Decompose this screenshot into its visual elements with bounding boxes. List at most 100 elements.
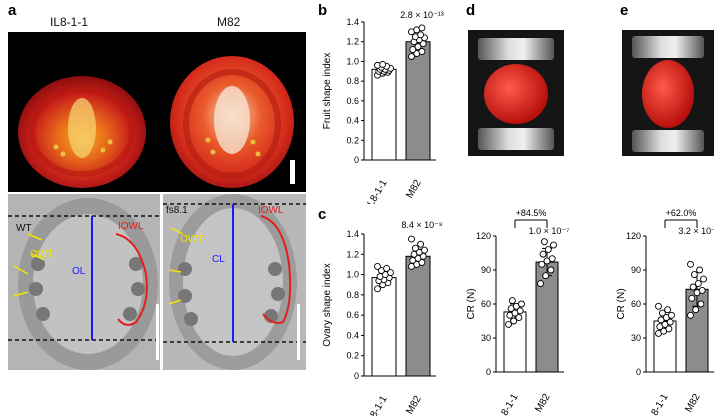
annotation-owt-left: OWT [30,249,54,260]
y-tick-label: 1.2 [346,249,359,259]
y-tick-label: 90 [631,265,641,275]
x-tick-label: M82 [404,178,423,201]
x-tick-label: M82 [683,392,702,415]
y-tick-label: 90 [481,265,491,275]
ovary-section-right-image [163,194,306,370]
data-point [550,241,557,249]
x-tick-label: M82 [404,394,423,416]
data-point [417,240,425,248]
label-m82-top: M82 [217,15,241,29]
y-tick-label: 30 [481,333,491,343]
chart-c-ovary-shape-index: 0 0.2 0.4 0.6 0.8 1.0 1.2 1.4 Ovary shape index I… [322,220,443,416]
data-point [374,285,381,293]
data-point [687,260,694,268]
bar-il8-1-1 [371,68,397,161]
compression-test-image-e [622,30,714,156]
p-value-label: 2.8 × 10⁻¹³ [400,10,444,20]
data-point [374,263,381,270]
chart-e-compression-resistance: 0 30 60 90 120 CR (N) IL8-1-1 M82 +62.0% 3.2 × 10… [616,208,714,416]
data-point [418,24,426,32]
data-point [516,307,524,315]
data-point [540,238,548,246]
data-point [408,53,415,60]
data-point [417,31,425,39]
y-tick-label: 0.2 [346,351,359,361]
p-value-label: 1.0 × 10⁻⁷ [529,226,570,236]
data-point [668,311,675,319]
y-tick-label: 1.4 [346,17,359,27]
data-point [655,302,662,310]
y-tick-label: 60 [631,299,641,309]
y-tick-label: 0.6 [346,310,359,320]
data-point [421,246,428,254]
panel-label-c: c [318,206,327,223]
data-point [692,306,700,314]
y-tick-label: 0.2 [346,135,359,145]
percent-change-label: +62.0% [666,208,697,218]
data-point [379,60,387,68]
data-point [666,318,674,326]
percent-change-label: +84.5% [516,208,547,218]
y-tick-label: 0 [354,371,359,381]
data-point [510,317,518,325]
data-point [408,235,415,243]
p-value-label: 3.2 × 10⁻⁶ [678,226,714,236]
y-tick-label: 0.6 [346,96,359,106]
panel-label-b: b [318,2,328,19]
compression-test-photo-d [468,30,564,156]
ovary-section-left-image [8,194,160,370]
data-point [414,43,422,51]
annotation-iowl-left: IOWL [118,221,144,232]
compression-test-image-d [468,30,564,156]
panel-label-e: e [620,2,629,19]
y-tick-label: 0 [486,367,491,377]
fruit-cross-section-image [18,56,295,188]
data-point [665,325,673,333]
annotation-iowl-right: IOWL [258,205,284,216]
chart-b-fruit-shape-index: 0 0.2 0.4 0.6 0.8 1.0 1.2 1.4 Fruit shape index I… [322,10,444,204]
x-tick-label: M82 [533,392,552,415]
data-point [518,300,525,308]
annotation-cl: CL [212,254,225,265]
bar-m82 [405,41,431,161]
annotation-fs81: fs8.1 [166,205,188,216]
data-point [698,286,706,294]
data-point [387,269,394,276]
annotation-wt: WT [16,223,32,234]
y-axis-label: CR (N) [616,288,627,319]
data-point [409,46,417,54]
data-point [383,265,391,272]
ovary-section-left-photo [8,194,160,370]
label-il8-1-1-top: IL8-1-1 [50,15,89,29]
data-point [418,48,426,56]
data-point [508,297,516,305]
data-point [539,250,547,258]
data-point [505,320,512,328]
y-tick-label: 0 [636,367,641,377]
panel-label-d: d [466,2,476,19]
data-point [658,309,666,317]
data-point [700,275,707,283]
annotation-ol: OL [72,266,86,277]
x-tick-label: IL8-1-1 [364,394,390,416]
y-tick-label: 1.0 [346,56,359,66]
data-point [515,314,523,322]
x-tick-label: IL8-1-1 [645,392,671,416]
data-point [694,280,702,288]
y-tick-label: 0.8 [346,290,359,300]
x-tick-label: IL8-1-1 [495,392,521,416]
y-tick-label: 0.4 [346,116,359,126]
y-tick-label: 120 [626,231,641,241]
data-point [544,246,552,254]
y-axis-label: Fruit shape index [322,53,333,130]
data-point [547,266,555,274]
y-tick-label: 60 [481,299,491,309]
panel-label-a: a [8,2,17,19]
y-tick-label: 0.8 [346,76,359,86]
y-tick-label: 120 [476,231,491,241]
data-point [688,294,696,302]
data-point [538,260,546,268]
data-point [542,272,550,280]
bar-il8-1-1 [371,277,397,377]
p-value-label: 8.4 × 10⁻⁸ [401,220,443,230]
